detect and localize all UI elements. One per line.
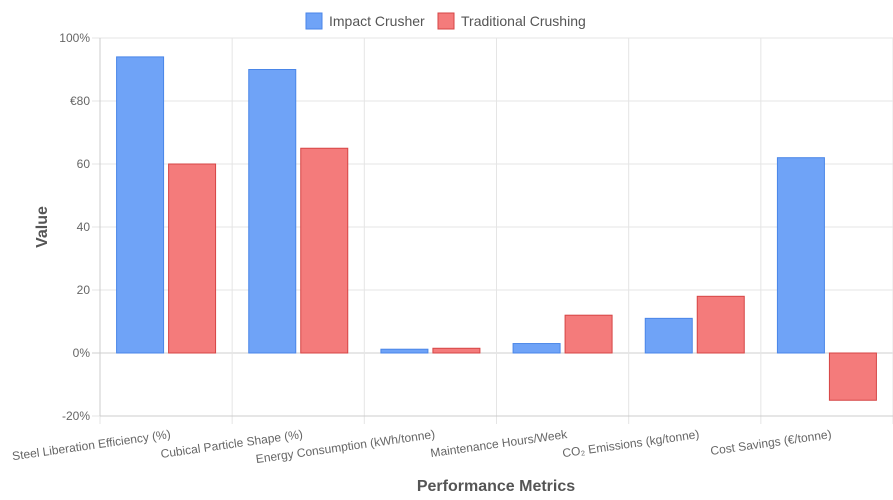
bar-traditional-crushing[interactable] bbox=[828, 352, 877, 401]
y-tick-label: €80 bbox=[70, 94, 90, 108]
legend-item[interactable]: Impact Crusher bbox=[305, 12, 425, 30]
bar-traditional-crushing[interactable] bbox=[300, 147, 349, 354]
y-tick-label: 60 bbox=[77, 157, 91, 171]
y-axis-title: Value bbox=[34, 206, 51, 248]
y-tick-label: 100% bbox=[59, 31, 90, 45]
bar-impact-crusher[interactable] bbox=[248, 69, 297, 354]
bar-traditional-crushing[interactable] bbox=[696, 295, 745, 354]
bar-traditional-crushing[interactable] bbox=[564, 314, 613, 354]
y-axis-ticks: 100% €80 60 40 20 0% -20% bbox=[59, 31, 90, 423]
bar-traditional-crushing[interactable] bbox=[168, 163, 217, 354]
legend-swatch bbox=[305, 12, 323, 30]
bar-impact-crusher[interactable] bbox=[380, 348, 429, 354]
legend-swatch bbox=[437, 12, 455, 30]
bar-impact-crusher[interactable] bbox=[776, 157, 825, 354]
x-tick-label: Steel Liberation Efficiency (%) bbox=[11, 427, 171, 463]
x-tick-label: Cost Savings (€/tonne) bbox=[710, 427, 833, 458]
bar-impact-crusher[interactable] bbox=[116, 56, 165, 354]
legend-label: Traditional Crushing bbox=[461, 13, 586, 29]
y-tick-label: 40 bbox=[77, 220, 91, 234]
bar-impact-crusher[interactable] bbox=[644, 317, 693, 354]
x-axis-title: Performance Metrics bbox=[417, 478, 575, 495]
bar-traditional-crushing[interactable] bbox=[432, 347, 481, 354]
legend-item[interactable]: Traditional Crushing bbox=[437, 12, 586, 30]
x-tick-label: Maintenance Hours/Week bbox=[430, 427, 569, 460]
legend[interactable]: Impact Crusher Traditional Crushing bbox=[305, 12, 586, 30]
y-tick-label: 0% bbox=[73, 346, 91, 360]
legend-label: Impact Crusher bbox=[329, 13, 425, 29]
x-axis-ticks: Steel Liberation Efficiency (%)Cubical P… bbox=[11, 427, 832, 466]
y-tick-label: 20 bbox=[77, 283, 91, 297]
bar-impact-crusher[interactable] bbox=[512, 343, 561, 354]
bars bbox=[116, 56, 877, 401]
grid-lines bbox=[92, 37, 893, 424]
x-tick-label: CO₂ Emissions (kg/tonne) bbox=[562, 427, 701, 460]
y-tick-label: -20% bbox=[62, 409, 90, 423]
